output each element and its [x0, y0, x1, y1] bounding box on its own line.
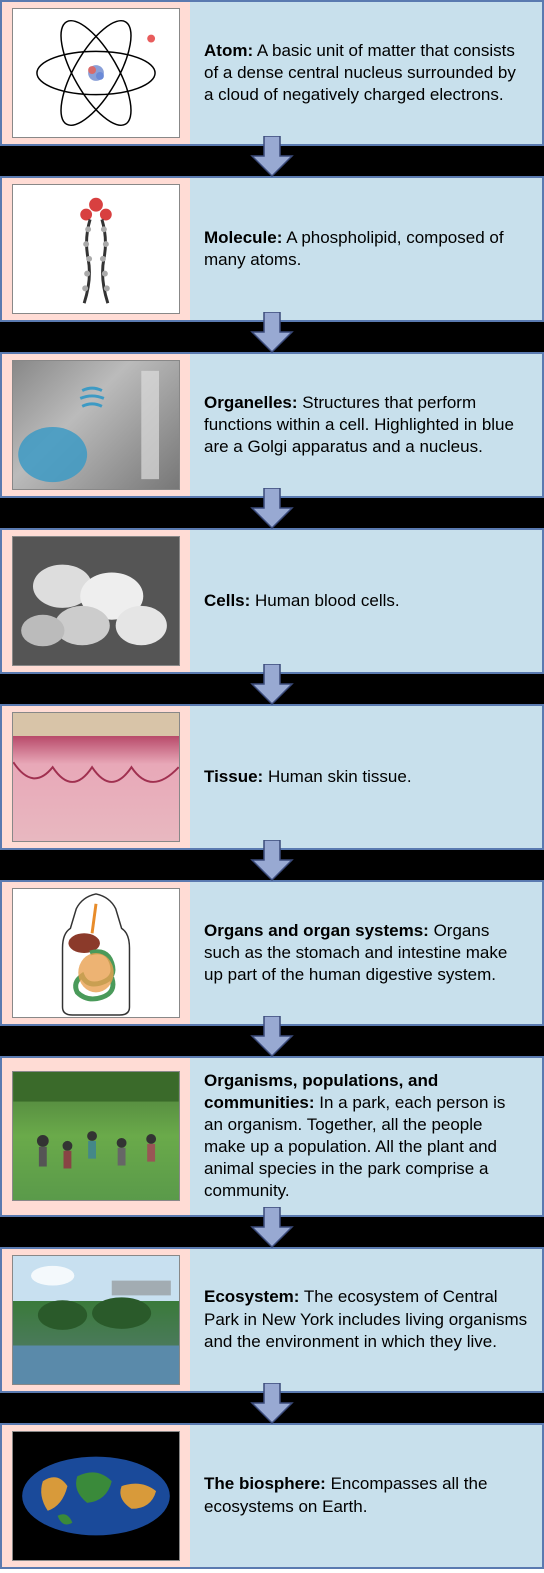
level-title: Atom: — [204, 41, 253, 60]
central-park-icon — [13, 1256, 179, 1384]
desc-text: Organelles: Structures that perform func… — [204, 392, 528, 458]
blood-cells-icon — [13, 537, 179, 665]
level-molecule: Molecule: A phospholipid, composed of ma… — [0, 176, 544, 322]
desc-box: Molecule: A phospholipid, composed of ma… — [190, 178, 542, 320]
level-title: The biosphere: — [204, 1474, 326, 1493]
arrow-band — [0, 1026, 544, 1056]
level-tissue: Tissue: Human skin tissue. — [0, 704, 544, 850]
level-title: Organelles: — [204, 393, 298, 412]
level-desc: Human blood cells. — [250, 591, 399, 610]
tissue-illustration — [12, 712, 180, 842]
organisms-illustration — [12, 1071, 180, 1201]
desc-text: Organs and organ systems: Organs such as… — [204, 920, 528, 986]
down-arrow-icon — [247, 488, 297, 530]
phospholipid-icon — [13, 185, 179, 313]
level-biosphere: The biosphere: Encompasses all the ecosy… — [0, 1423, 544, 1569]
arrow-band — [0, 674, 544, 704]
desc-text: Tissue: Human skin tissue. — [204, 766, 412, 788]
organelles-icon — [13, 361, 179, 489]
arrow-band — [0, 1393, 544, 1423]
image-box — [2, 178, 190, 320]
ecosystem-illustration — [12, 1255, 180, 1385]
image-box — [2, 354, 190, 496]
atom-illustration — [12, 8, 180, 138]
desc-text: The biosphere: Encompasses all the ecosy… — [204, 1473, 528, 1517]
hierarchy-container: Atom: A basic unit of matter that consis… — [0, 0, 544, 1569]
arrow-band — [0, 1217, 544, 1247]
arrow-band — [0, 498, 544, 528]
down-arrow-icon — [247, 312, 297, 354]
down-arrow-icon — [247, 1383, 297, 1425]
down-arrow-icon — [247, 664, 297, 706]
arrow-band — [0, 322, 544, 352]
level-organisms: Organisms, populations, and communities:… — [0, 1056, 544, 1217]
level-desc: Human skin tissue. — [263, 767, 411, 786]
cells-illustration — [12, 536, 180, 666]
desc-box: Organs and organ systems: Organs such as… — [190, 882, 542, 1024]
desc-box: Organelles: Structures that perform func… — [190, 354, 542, 496]
level-title: Organs and organ systems: — [204, 921, 429, 940]
organelles-illustration — [12, 360, 180, 490]
level-organelles: Organelles: Structures that perform func… — [0, 352, 544, 498]
desc-box: Atom: A basic unit of matter that consis… — [190, 2, 542, 144]
image-box — [2, 882, 190, 1024]
down-arrow-icon — [247, 1207, 297, 1249]
arrow-band — [0, 850, 544, 880]
desc-text: Cells: Human blood cells. — [204, 590, 400, 612]
level-organs: Organs and organ systems: Organs such as… — [0, 880, 544, 1026]
desc-box: Tissue: Human skin tissue. — [190, 706, 542, 848]
level-title: Molecule: — [204, 228, 282, 247]
desc-box: The biosphere: Encompasses all the ecosy… — [190, 1425, 542, 1567]
biosphere-illustration — [12, 1431, 180, 1561]
level-title: Tissue: — [204, 767, 263, 786]
atom-icon — [13, 9, 179, 137]
arrow-band — [0, 146, 544, 176]
desc-text: Organisms, populations, and communities:… — [204, 1070, 528, 1203]
desc-text: Atom: A basic unit of matter that consis… — [204, 40, 528, 106]
desc-text: Molecule: A phospholipid, composed of ma… — [204, 227, 528, 271]
image-box — [2, 530, 190, 672]
image-box — [2, 706, 190, 848]
skin-tissue-icon — [13, 713, 179, 841]
level-title: Ecosystem: — [204, 1287, 299, 1306]
desc-text: Ecosystem: The ecosystem of Central Park… — [204, 1286, 528, 1352]
park-people-icon — [13, 1072, 179, 1200]
desc-box: Organisms, populations, and communities:… — [190, 1058, 542, 1215]
level-cells: Cells: Human blood cells. — [0, 528, 544, 674]
image-box — [2, 1249, 190, 1391]
digestive-system-icon — [13, 889, 179, 1017]
level-ecosystem: Ecosystem: The ecosystem of Central Park… — [0, 1247, 544, 1393]
image-box — [2, 1425, 190, 1567]
desc-box: Ecosystem: The ecosystem of Central Park… — [190, 1249, 542, 1391]
image-box — [2, 1058, 190, 1215]
level-atom: Atom: A basic unit of matter that consis… — [0, 0, 544, 146]
molecule-illustration — [12, 184, 180, 314]
level-title: Cells: — [204, 591, 250, 610]
down-arrow-icon — [247, 136, 297, 178]
desc-box: Cells: Human blood cells. — [190, 530, 542, 672]
image-box — [2, 2, 190, 144]
organs-illustration — [12, 888, 180, 1018]
down-arrow-icon — [247, 840, 297, 882]
down-arrow-icon — [247, 1016, 297, 1058]
earth-globe-icon — [13, 1432, 179, 1560]
